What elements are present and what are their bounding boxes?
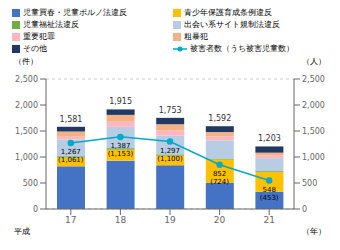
html-text:出会い系サイト規制法違反: 出会い系サイト規制法違反 [184, 20, 280, 29]
html-text:（人）: （人） [302, 57, 326, 66]
svg-text:17: 17 [65, 215, 76, 225]
html-text:児童買春・児童ポルノ法違反: 児童買春・児童ポルノ法違反 [23, 8, 127, 17]
html-text:粗暴犯: 粗暴犯 [184, 32, 208, 41]
svg-text:2,500: 2,500 [15, 75, 38, 84]
svg-text:1,915: 1,915 [109, 97, 132, 106]
svg-text:2,000: 2,000 [15, 101, 38, 110]
html-text:児童福祉法違反: 児童福祉法違反 [23, 20, 79, 29]
svg-text:1,387(1,153): 1,387(1,153) [108, 142, 134, 158]
svg-text:20: 20 [214, 215, 226, 225]
svg-text:1,500: 1,500 [302, 127, 325, 136]
svg-text:0: 0 [302, 205, 307, 214]
svg-text:1,753: 1,753 [159, 106, 182, 115]
html-text:被害者数（うち被害児童数）: 被害者数（うち被害児童数） [190, 44, 294, 53]
html-text:（年）: （年） [302, 227, 326, 236]
svg-text:1,203: 1,203 [258, 134, 281, 143]
html-text:（件）: （件） [14, 57, 38, 66]
svg-text:1,267(1,061): 1,267(1,061) [58, 148, 84, 164]
svg-text:1,000: 1,000 [302, 153, 325, 162]
svg-text:18: 18 [115, 215, 127, 225]
svg-text:2,500: 2,500 [302, 75, 325, 84]
svg-text:1,500: 1,500 [15, 127, 38, 136]
html-text:平成: 平成 [14, 227, 30, 236]
html-text:青少年保護育成条例違反: 青少年保護育成条例違反 [184, 8, 272, 17]
svg-text:19: 19 [164, 215, 176, 225]
svg-text:1,297(1,100): 1,297(1,100) [157, 147, 183, 163]
svg-text:1,592: 1,592 [208, 114, 231, 123]
html-text:重要犯罪: 重要犯罪 [23, 32, 55, 41]
svg-text:500: 500 [23, 179, 38, 188]
svg-text:548(453): 548(453) [260, 186, 279, 202]
svg-text:500: 500 [302, 179, 317, 188]
svg-text:1,581: 1,581 [60, 115, 83, 124]
svg-text:852(724): 852(724) [210, 170, 229, 186]
svg-text:1,000: 1,000 [15, 153, 38, 162]
svg-text:21: 21 [263, 215, 274, 225]
svg-text:0: 0 [33, 205, 38, 214]
html-text:その他: その他 [23, 44, 47, 53]
svg-text:2,000: 2,000 [302, 101, 325, 110]
